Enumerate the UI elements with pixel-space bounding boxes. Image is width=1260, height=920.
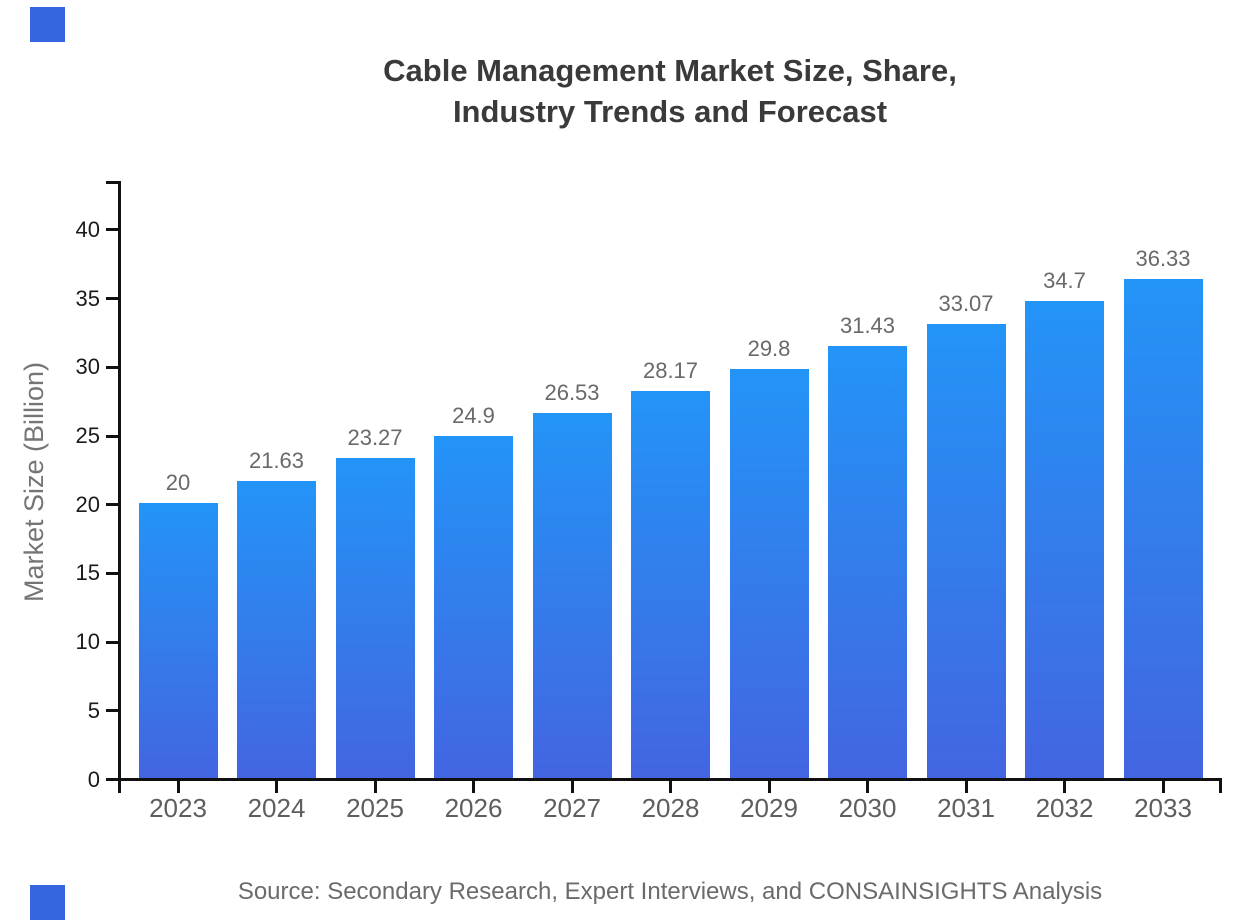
- y-tick-label: 15: [75, 560, 100, 586]
- bar: [532, 413, 612, 778]
- y-axis-end-tick: [106, 181, 118, 184]
- brand-corner-square-top: [30, 7, 65, 42]
- x-tick: [373, 781, 377, 793]
- bar: [1123, 279, 1203, 778]
- x-tick: [275, 781, 278, 793]
- x-tick: [767, 781, 771, 793]
- y-axis-line: [118, 181, 121, 781]
- x-tick: [1161, 781, 1165, 793]
- y-tick-label: 30: [75, 354, 100, 380]
- x-tick: [570, 781, 574, 793]
- bar-value-label: 33.07: [938, 291, 994, 316]
- bar-value-label: 20: [165, 470, 191, 495]
- bar-value-label: 36.33: [1135, 246, 1191, 271]
- bar: [237, 481, 316, 778]
- x-tick-label: 2028: [641, 793, 700, 823]
- y-tick-label: 0: [87, 766, 100, 792]
- x-tick-label: 2027: [543, 793, 601, 823]
- x-tick: [1063, 781, 1066, 793]
- bar: [729, 369, 809, 778]
- y-tick: [106, 365, 118, 369]
- y-tick-label: 10: [75, 629, 100, 655]
- bar-value-label: 29.8: [747, 336, 791, 361]
- x-tick-label: 2030: [838, 793, 897, 823]
- y-tick: [106, 297, 118, 301]
- y-tick: [106, 778, 118, 781]
- x-tick: [669, 781, 672, 793]
- bar-value-label: 23.27: [347, 425, 403, 450]
- bar: [138, 503, 218, 778]
- y-tick: [106, 434, 118, 438]
- x-tick-label: 2025: [346, 793, 404, 823]
- chart-title-line1: Cable Management Market Size, Share,: [383, 53, 957, 88]
- x-tick: [176, 781, 180, 793]
- bar: [1025, 301, 1104, 778]
- x-origin-tick: [118, 781, 121, 793]
- bar-value-label: 31.43: [839, 313, 896, 338]
- x-tick-label: 2031: [937, 793, 995, 823]
- bar: [631, 391, 710, 778]
- y-tick-label: 20: [75, 491, 100, 517]
- x-axis-end-tick: [1219, 778, 1222, 793]
- y-axis-title: Market Size (Billion): [19, 361, 49, 603]
- bar: [335, 458, 415, 778]
- x-tick-label: 2033: [1134, 793, 1192, 823]
- y-tick-label: 40: [75, 216, 100, 242]
- x-tick-label: 2023: [149, 793, 207, 823]
- x-tick-label: 2029: [740, 793, 798, 823]
- x-tick: [964, 781, 968, 793]
- y-tick-label: 35: [75, 285, 100, 311]
- bar: [926, 324, 1006, 778]
- y-tick: [106, 228, 118, 232]
- bar: [434, 436, 513, 778]
- y-tick: [106, 571, 118, 575]
- x-tick: [866, 781, 869, 793]
- bar-value-label: 21.63: [248, 448, 305, 473]
- x-tick-label: 2032: [1035, 793, 1094, 823]
- brand-corner-square-bottom: [30, 885, 65, 920]
- bar-value-label: 26.53: [544, 380, 600, 405]
- x-tick-label: 2024: [247, 793, 306, 823]
- chart-title-line2: Industry Trends and Forecast: [452, 94, 888, 129]
- source-attribution: Source: Secondary Research, Expert Inter…: [237, 878, 1103, 905]
- bar-value-label: 34.7: [1043, 268, 1086, 293]
- x-tick: [472, 781, 475, 793]
- y-tick-label: 5: [87, 697, 100, 723]
- y-tick: [106, 503, 118, 507]
- chart-title: Cable Management Market Size, Share, Ind…: [80, 50, 1260, 132]
- x-axis-line: [118, 778, 1222, 781]
- bar: [828, 346, 907, 778]
- y-tick-label: 25: [75, 423, 100, 448]
- y-tick: [106, 640, 118, 644]
- bar-value-label: 28.17: [642, 358, 699, 383]
- y-tick: [106, 709, 118, 713]
- x-tick-label: 2026: [444, 793, 503, 823]
- bar-value-label: 24.9: [452, 403, 495, 428]
